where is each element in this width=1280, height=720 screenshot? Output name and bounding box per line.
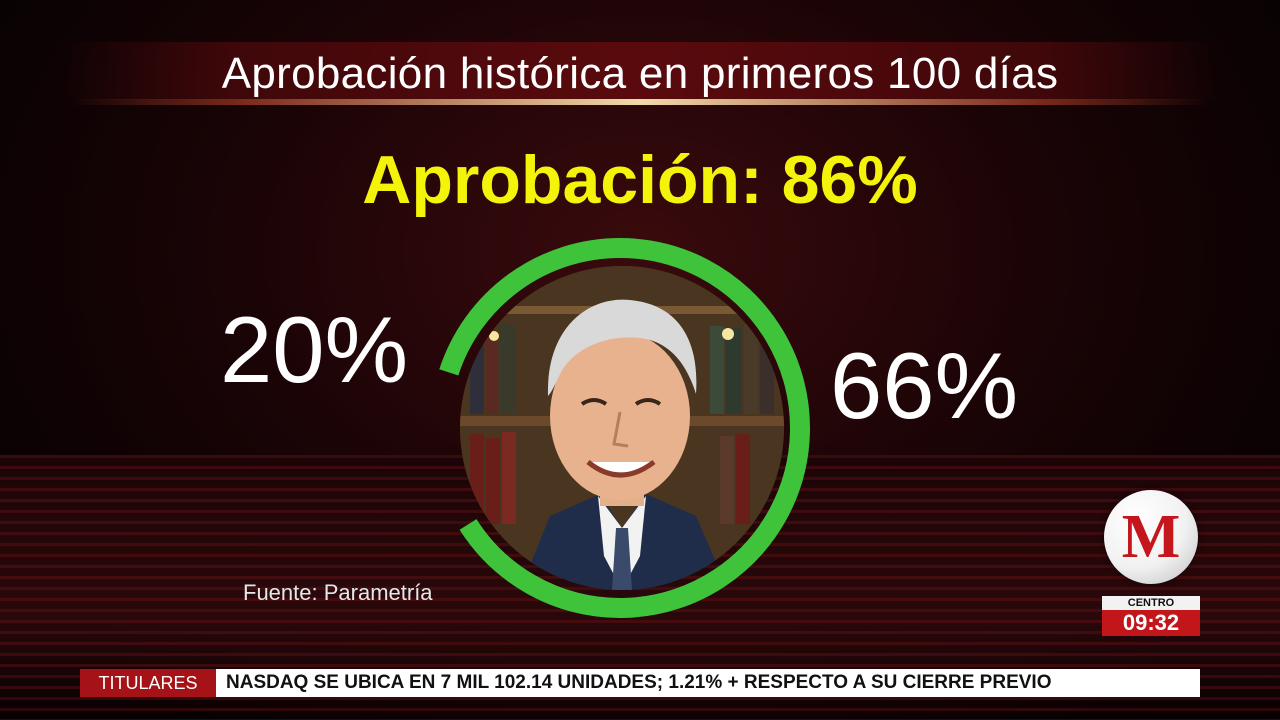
title-underline bbox=[70, 99, 1210, 105]
channel-logo: M bbox=[1104, 490, 1198, 584]
clock-time: 09:32 bbox=[1102, 610, 1200, 636]
ring-segment-right bbox=[459, 238, 810, 618]
ring-segment-left bbox=[439, 238, 621, 376]
approval-headline: Aprobación: 86% bbox=[362, 142, 918, 218]
left-percentage: 20% bbox=[220, 297, 409, 402]
ticker-headline: NASDAQ SE UBICA EN 7 MIL 102.14 UNIDADES… bbox=[216, 669, 1200, 697]
graphic-title: Aprobación histórica en primeros 100 día… bbox=[221, 49, 1059, 98]
right-percentage: 66% bbox=[830, 333, 1019, 438]
source-credit: Fuente: Parametría bbox=[243, 580, 433, 605]
logo-letter: M bbox=[1121, 503, 1181, 571]
clock-zone-label: CENTRO bbox=[1102, 596, 1200, 610]
approval-ring bbox=[439, 238, 810, 618]
ticker-tag: TITULARES bbox=[80, 669, 216, 697]
title-band bbox=[60, 42, 1220, 100]
portrait-photo bbox=[460, 266, 784, 590]
